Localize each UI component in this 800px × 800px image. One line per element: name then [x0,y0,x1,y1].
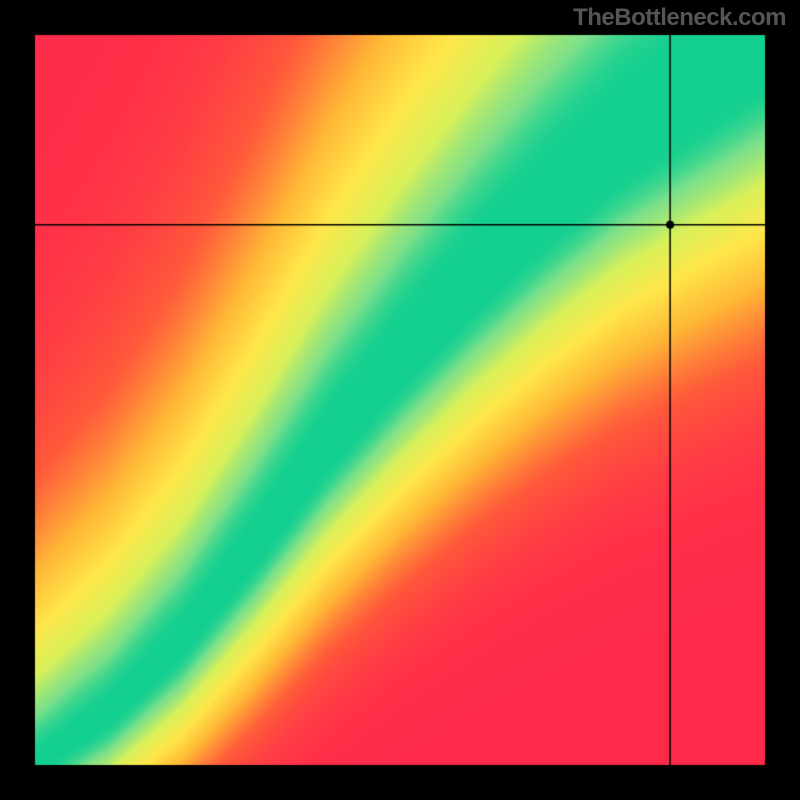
watermark-text: TheBottleneck.com [573,4,786,32]
bottleneck-heatmap [0,0,800,800]
